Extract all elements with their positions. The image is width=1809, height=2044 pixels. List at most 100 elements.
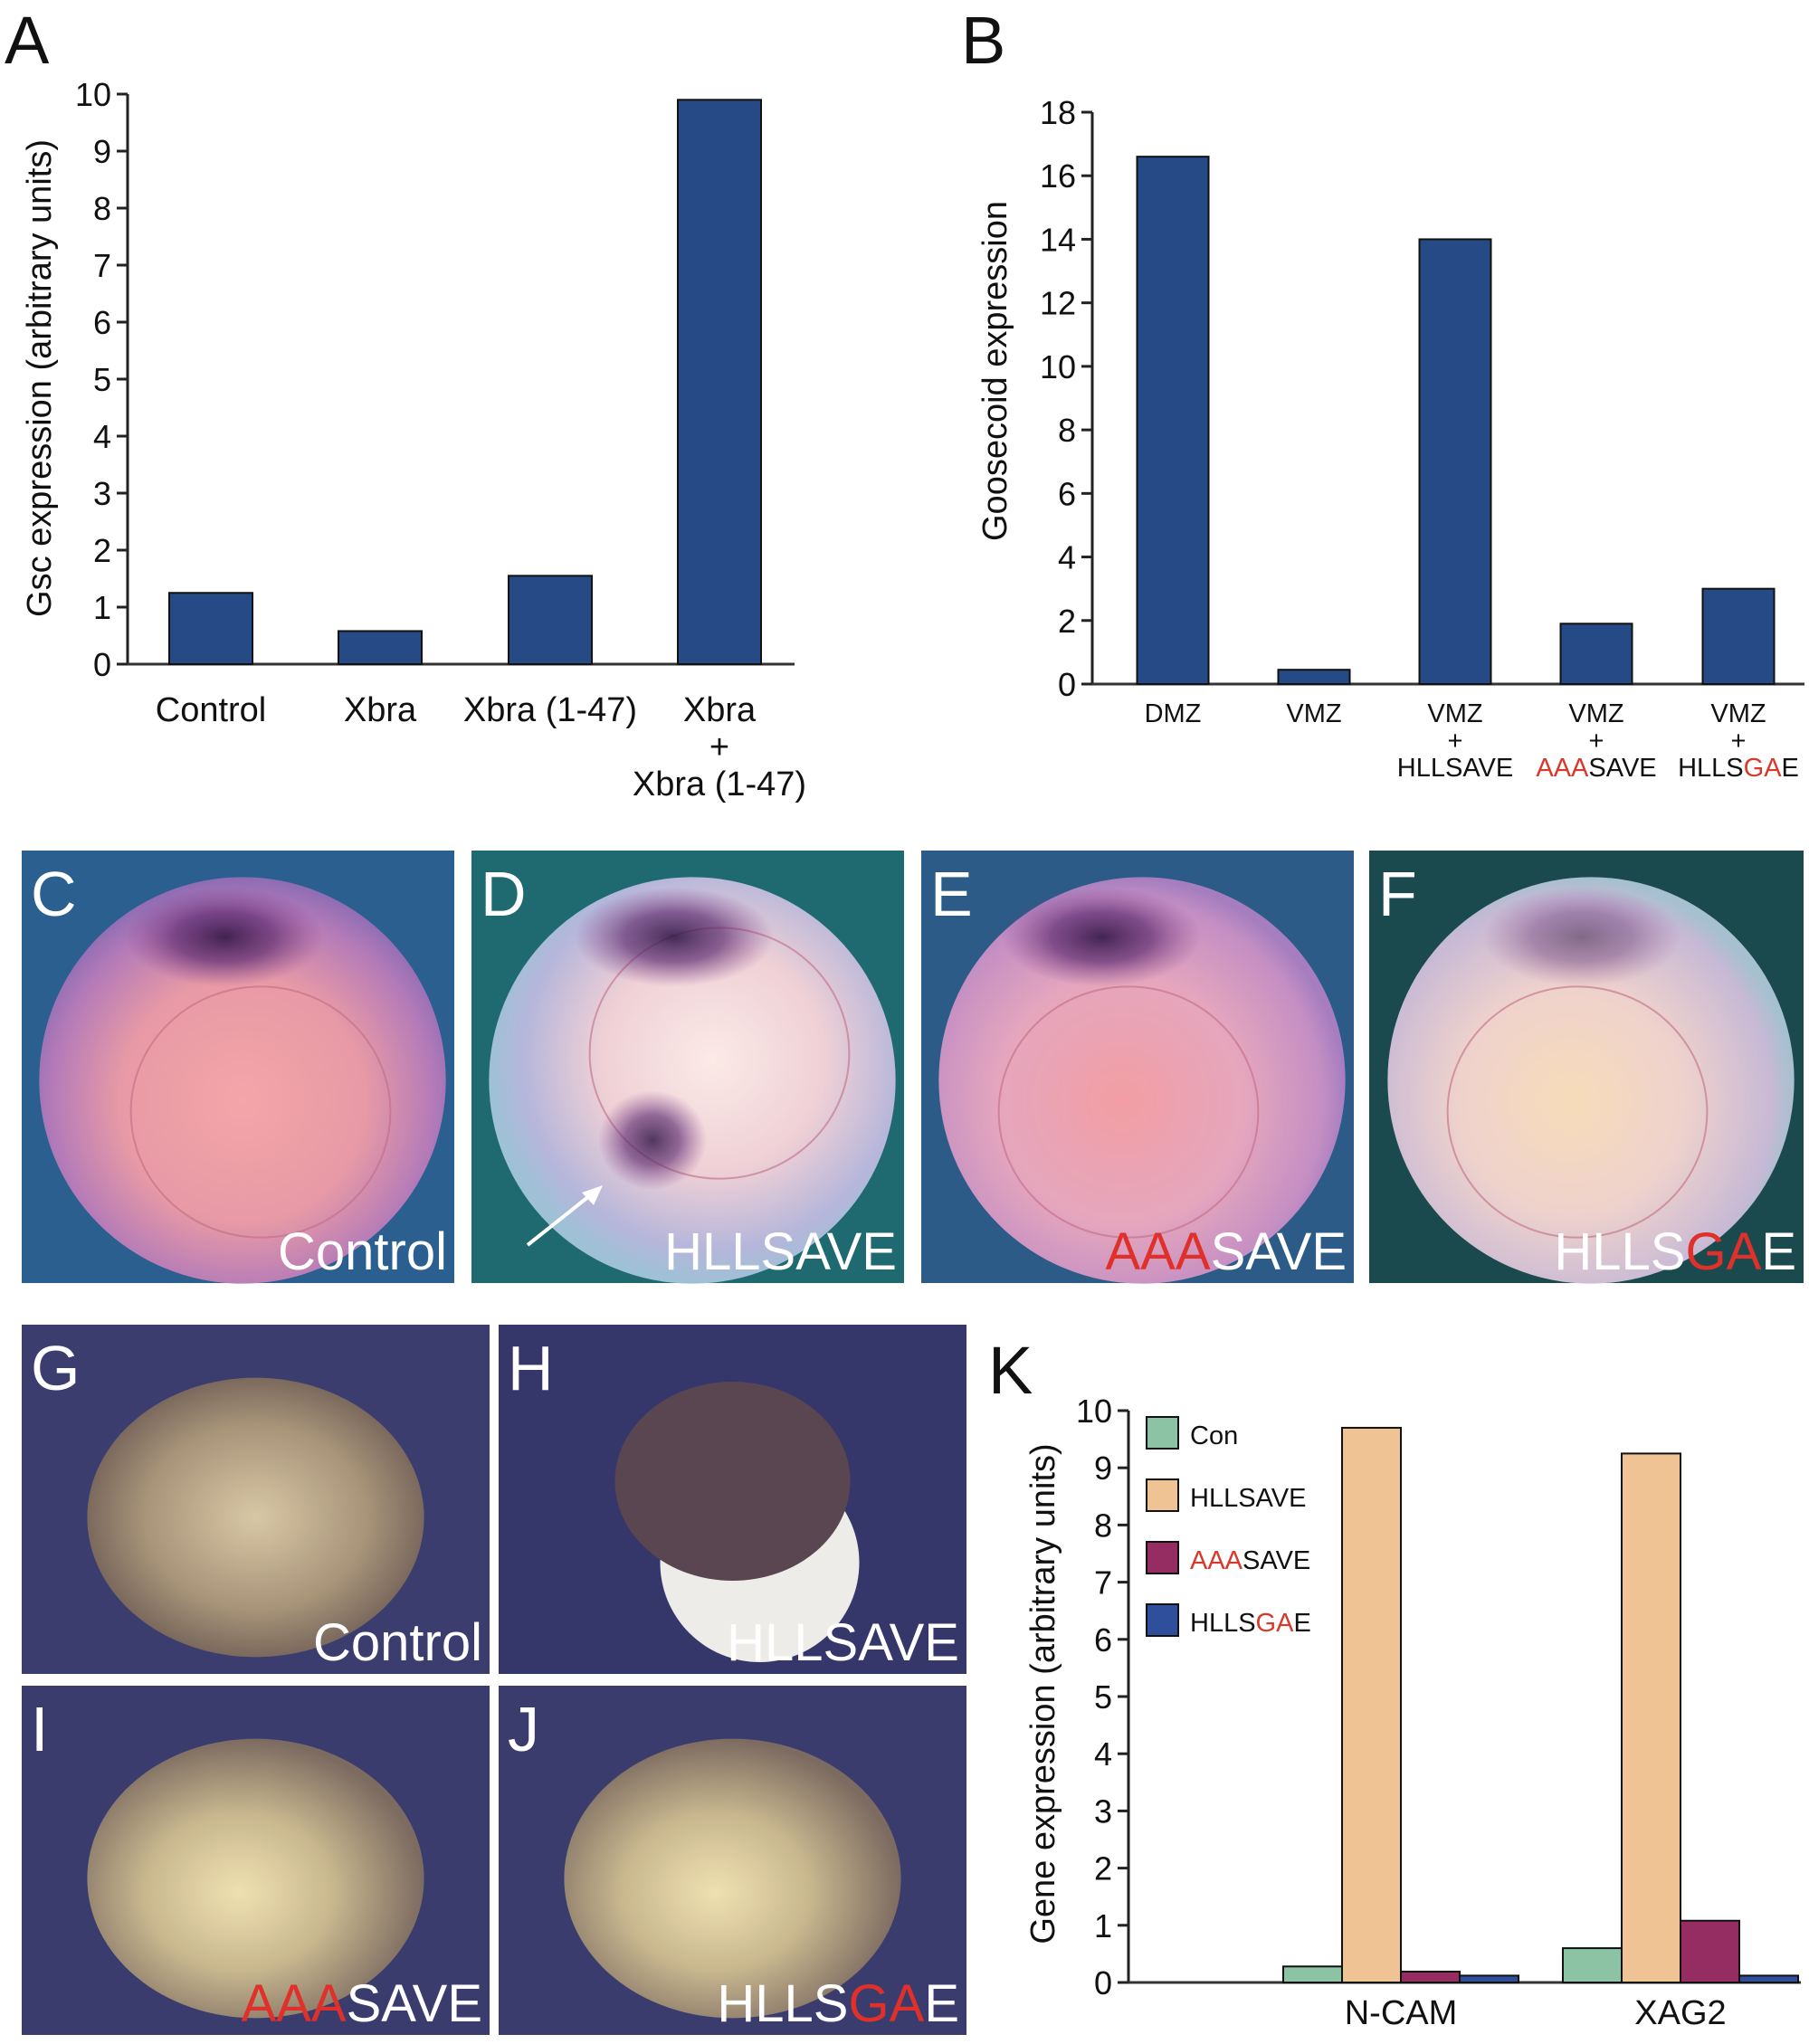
- y-tick-label: 12: [1040, 285, 1076, 322]
- bar: [1136, 156, 1210, 685]
- y-tick-label: 8: [93, 190, 111, 227]
- stain-spot: [575, 887, 774, 987]
- bar: [677, 99, 762, 666]
- y-tick-label: 5: [93, 361, 111, 398]
- text-part: AAA: [242, 1974, 347, 2033]
- photo-caption: HLLSAVE: [664, 1222, 897, 1281]
- photo-letter-h: H: [508, 1333, 554, 1403]
- text-part: HLLS: [1190, 1609, 1256, 1638]
- legend-label: HLLSAVE: [1190, 1484, 1306, 1513]
- text-part: HLLSAVE: [1397, 754, 1513, 783]
- y-tick-label: 6: [1058, 475, 1076, 512]
- text-part: VMZ: [1568, 699, 1623, 728]
- legend-swatch: [1146, 1478, 1179, 1512]
- text-part: HLLSAVE: [664, 1222, 897, 1281]
- bar: [1701, 587, 1776, 686]
- bar: [168, 592, 253, 665]
- photo-panel-h: H HLLSAVE: [499, 1325, 966, 1674]
- stain-spot: [1482, 887, 1681, 987]
- photo-letter-c: C: [31, 859, 77, 929]
- text-part: HLLS: [1678, 754, 1744, 783]
- text-part: E: [1782, 754, 1799, 783]
- bar: [1459, 1974, 1519, 1984]
- text-part: E: [924, 1974, 959, 2033]
- y-tick-label: 3: [1094, 1792, 1112, 1830]
- y-tick-label: 1: [93, 589, 111, 626]
- arrow-head-icon: [582, 1185, 603, 1205]
- text-part: VMZ: [1710, 699, 1766, 728]
- legend-swatch: [1146, 1416, 1179, 1450]
- text-part: VMZ: [1286, 699, 1341, 728]
- text-part: SAVE: [1211, 1222, 1347, 1281]
- y-tick-label: 2: [1058, 603, 1076, 640]
- text-part: Xbra: [344, 691, 417, 729]
- photo-panel-d: D HLLSAVE: [471, 851, 904, 1284]
- y-tick-label: 3: [93, 475, 111, 512]
- photo-panel-e: E AAASAVE: [921, 851, 1354, 1284]
- embryo: [564, 1738, 901, 2019]
- y-tick-label: 1: [1094, 1907, 1112, 1944]
- text-part: Control: [313, 1613, 482, 1672]
- y-tick-label: 0: [93, 646, 111, 683]
- y-axis-label: Goosecoid expression: [976, 201, 1014, 541]
- text-part: Xbra (1-47): [633, 765, 806, 803]
- embryo: [39, 877, 446, 1284]
- blastopore-outline: [129, 985, 392, 1239]
- bar: [1277, 669, 1351, 686]
- y-tick-label: 7: [93, 247, 111, 284]
- bar: [508, 575, 593, 665]
- x-tick-label: +: [1589, 727, 1604, 756]
- blastopore-outline: [997, 985, 1260, 1239]
- text-part: AAA: [1106, 1222, 1211, 1281]
- x-tick-label: HLLSGAE: [1678, 754, 1799, 783]
- embryo: [489, 877, 896, 1284]
- legend-label: HLLSGAE: [1190, 1609, 1311, 1638]
- text-part: HLLSAVE: [1190, 1484, 1306, 1513]
- panel-a-chart: 0 1 2 3 4 5 6 7 8 9 10 Gsc expression (arbitrary un…: [21, 76, 806, 803]
- text-part: GA: [1256, 1609, 1295, 1638]
- bar: [1341, 1426, 1402, 1983]
- x-tick-label: N-CAM: [1345, 1994, 1458, 2032]
- text-part: Xbra (1-47): [463, 691, 637, 729]
- text-part: SAVE: [1242, 1546, 1310, 1575]
- y-tick-label: 10: [75, 76, 111, 113]
- x-tick-label: VMZ: [1286, 699, 1341, 728]
- text-part: HLLSAVE: [727, 1613, 959, 1672]
- text-part: E: [1761, 1222, 1796, 1281]
- photo-caption: Control: [278, 1222, 447, 1281]
- embryo-head: [614, 1382, 851, 1581]
- y-tick-label: 6: [1094, 1621, 1112, 1659]
- text-part: Control: [278, 1222, 447, 1281]
- photo-caption: HLLSGAE: [1554, 1222, 1796, 1281]
- legend-swatch: [1146, 1541, 1179, 1574]
- arrow-icon: [526, 1191, 595, 1247]
- x-tick-label: DMZ: [1145, 699, 1202, 728]
- stain-spot: [125, 887, 324, 987]
- y-tick-label: 10: [1040, 348, 1076, 385]
- text-part: E: [1293, 1609, 1310, 1638]
- y-tick-label: 2: [93, 532, 111, 569]
- photo-caption: AAASAVE: [1106, 1222, 1347, 1281]
- y-tick-label: 4: [1058, 539, 1076, 576]
- photo-panel-f: F HLLSGAE: [1369, 851, 1804, 1284]
- text-part: Con: [1190, 1421, 1238, 1450]
- bar: [1621, 1452, 1681, 1983]
- text-part: DMZ: [1145, 699, 1202, 728]
- panel-letter-b: B: [961, 3, 1005, 78]
- embryo: [938, 877, 1346, 1284]
- bar: [1400, 1970, 1461, 1983]
- photo-caption: HLLSGAE: [717, 1974, 959, 2033]
- text-part: Control: [156, 691, 267, 729]
- text-part: HLLS: [717, 1974, 848, 2033]
- x-tick-label: VMZ: [1568, 699, 1623, 728]
- x-tick-label: Xbra (1-47): [633, 765, 806, 803]
- x-tick-label: Xbra (1-47): [463, 691, 637, 729]
- text-part: Xbra: [683, 691, 757, 729]
- y-tick-label: 0: [1094, 1964, 1112, 2001]
- y-tick-label: 2: [1094, 1850, 1112, 1887]
- stain-spot: [598, 1090, 707, 1190]
- photo-caption: Control: [313, 1613, 482, 1672]
- photo-letter-j: J: [508, 1694, 539, 1764]
- x-tick-label: HLLSAVE: [1397, 754, 1513, 783]
- y-tick-label: 8: [1058, 412, 1076, 449]
